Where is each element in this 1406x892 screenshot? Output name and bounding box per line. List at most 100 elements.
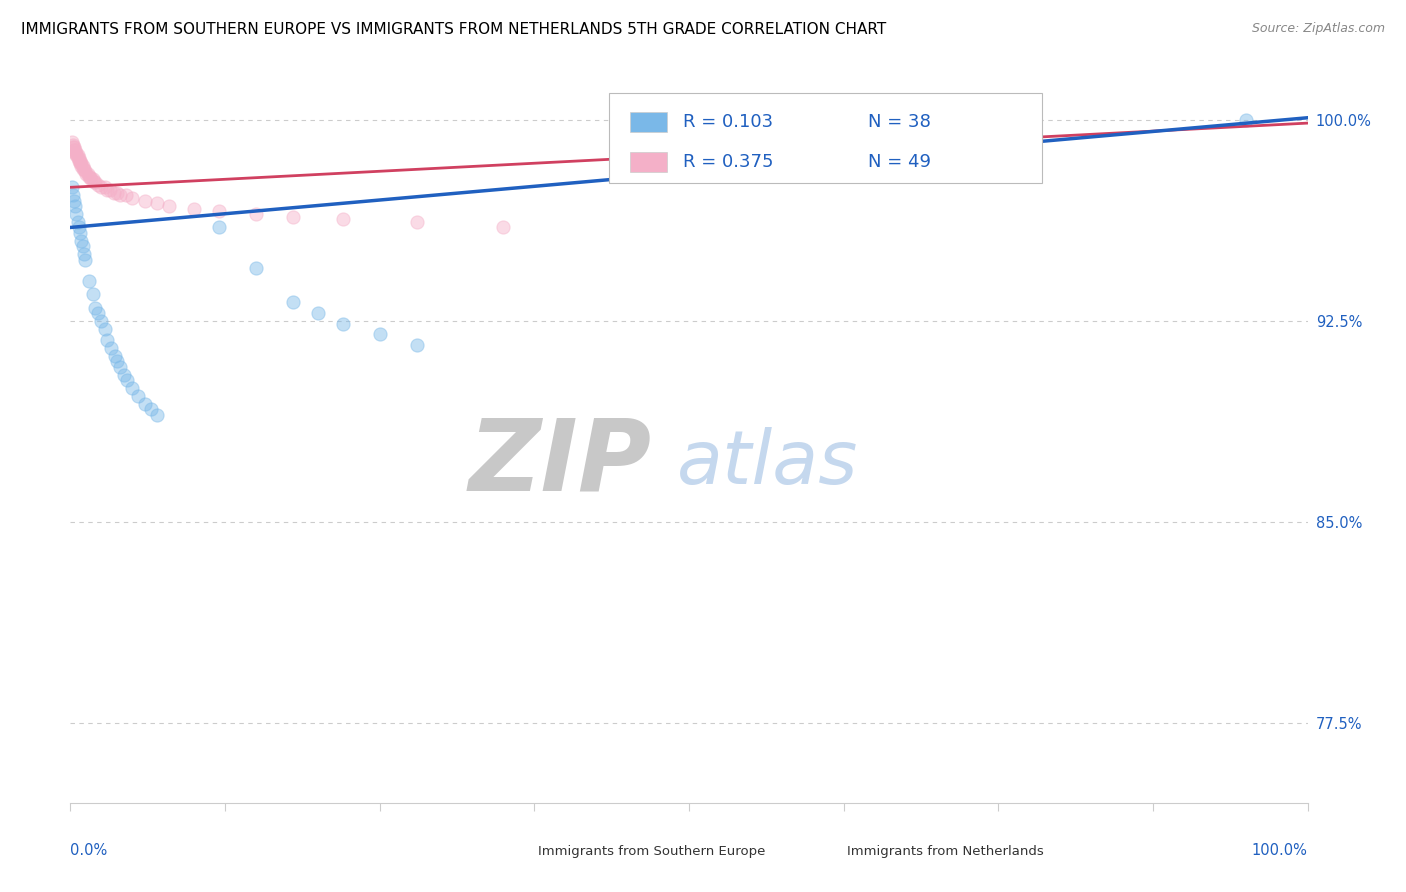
Text: 100.0%: 100.0% [1251, 843, 1308, 857]
Point [77, 169, 100, 184]
Text: N = 38: N = 38 [869, 113, 931, 131]
Point [67, 220, 90, 235]
Point [75, 252, 97, 267]
Point [63, 140, 86, 154]
FancyBboxPatch shape [503, 843, 526, 861]
Point [405, 338, 427, 352]
Point [90, 314, 112, 328]
Point [77, 274, 100, 288]
Point [65, 199, 87, 213]
Point [66, 215, 89, 229]
Point [62, 188, 84, 202]
FancyBboxPatch shape [609, 93, 1042, 183]
Point [65, 145, 87, 160]
Point [139, 402, 162, 417]
Point [112, 368, 135, 382]
Point [115, 373, 138, 387]
Text: R = 0.103: R = 0.103 [683, 113, 773, 131]
Text: Immigrants from Southern Europe: Immigrants from Southern Europe [538, 845, 765, 858]
Point [67, 153, 90, 168]
Point [108, 359, 131, 374]
Point [70, 234, 93, 248]
Point [86, 306, 108, 320]
Point [62, 140, 84, 154]
Point [492, 220, 515, 235]
Point [66, 148, 89, 162]
Point [108, 188, 131, 202]
Point [75, 167, 97, 181]
Point [105, 354, 128, 368]
Point [332, 212, 354, 227]
Point [62, 137, 84, 152]
Text: IMMIGRANTS FROM SOUTHERN EUROPE VS IMMIGRANTS FROM NETHERLANDS 5TH GRADE CORRELA: IMMIGRANTS FROM SOUTHERN EUROPE VS IMMIG… [21, 22, 886, 37]
Point [121, 381, 143, 395]
Text: atlas: atlas [676, 427, 858, 500]
Point [104, 349, 127, 363]
Point [146, 408, 169, 422]
Point [70, 159, 93, 173]
Point [72, 161, 94, 176]
Point [73, 247, 96, 261]
Point [96, 183, 118, 197]
Point [65, 148, 87, 162]
Point [183, 202, 205, 216]
Point [281, 210, 304, 224]
Point [84, 301, 107, 315]
Point [60, 180, 83, 194]
Point [65, 145, 87, 160]
Point [405, 215, 427, 229]
Point [307, 306, 329, 320]
Point [69, 226, 91, 240]
Point [115, 188, 138, 202]
Text: N = 49: N = 49 [869, 153, 931, 171]
Point [1234, 113, 1257, 128]
Text: R = 0.375: R = 0.375 [683, 153, 773, 171]
Point [72, 159, 94, 173]
Text: 0.0%: 0.0% [70, 843, 107, 857]
Point [82, 287, 104, 301]
Point [281, 295, 304, 310]
Point [76, 167, 98, 181]
Point [65, 143, 87, 157]
Point [84, 175, 107, 189]
Point [134, 194, 156, 208]
FancyBboxPatch shape [813, 843, 835, 861]
Point [94, 322, 117, 336]
Point [208, 204, 231, 219]
Point [63, 194, 86, 208]
Point [208, 220, 231, 235]
Point [134, 397, 156, 411]
Point [105, 186, 128, 200]
Point [82, 172, 104, 186]
Point [98, 183, 121, 197]
Text: Source: ZipAtlas.com: Source: ZipAtlas.com [1251, 22, 1385, 36]
Point [245, 207, 267, 221]
Point [69, 153, 91, 168]
Point [245, 260, 267, 275]
Text: ZIP: ZIP [468, 415, 652, 512]
Point [368, 327, 391, 342]
Point [75, 164, 97, 178]
Point [65, 207, 87, 221]
Point [80, 172, 103, 186]
Point [90, 180, 112, 194]
Point [63, 143, 86, 157]
Point [86, 178, 108, 192]
Point [157, 199, 180, 213]
FancyBboxPatch shape [630, 112, 666, 132]
Point [121, 191, 143, 205]
Point [66, 151, 89, 165]
FancyBboxPatch shape [630, 152, 666, 172]
Text: Immigrants from Netherlands: Immigrants from Netherlands [848, 845, 1045, 858]
Point [79, 169, 101, 184]
Point [332, 317, 354, 331]
Point [60, 135, 83, 149]
Point [94, 180, 117, 194]
Point [69, 156, 91, 170]
Point [96, 333, 118, 347]
Point [83, 175, 105, 189]
Point [73, 161, 96, 176]
Point [146, 196, 169, 211]
Point [100, 341, 122, 355]
Point [72, 239, 94, 253]
